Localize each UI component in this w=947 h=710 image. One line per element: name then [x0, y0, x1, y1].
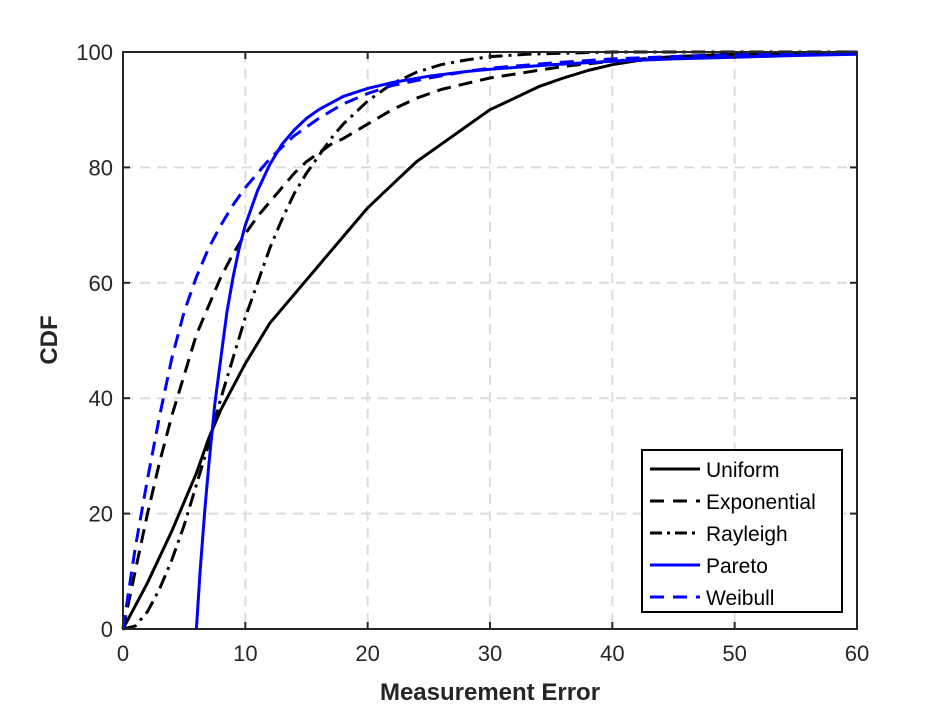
- x-tick-label: 30: [478, 641, 502, 666]
- axis-ticks: [122, 51, 858, 630]
- x-tick-label: 60: [845, 641, 869, 666]
- y-axis-label: CDF: [36, 315, 63, 364]
- legend-items: Uniform Exponential Rayleigh Pareto Weibull: [650, 459, 816, 610]
- y-tick-label: 20: [89, 502, 113, 527]
- y-tick-label: 40: [89, 386, 113, 411]
- x-axis-label: Measurement Error: [380, 679, 600, 706]
- legend-label-rayleigh: Rayleigh: [706, 523, 788, 546]
- y-tick-label: 100: [76, 40, 113, 65]
- axis-tick-labels: 0 10 20 30 40 50 60 0 20 40 60 80 100: [76, 40, 869, 666]
- y-tick-label: 0: [101, 617, 113, 642]
- series-line-weibull: [121, 50, 858, 630]
- legend-label-pareto: Pareto: [706, 555, 768, 578]
- legend-label-weibull: Weibull: [706, 587, 774, 610]
- series-line-pareto: [194, 52, 858, 630]
- series-line-exponential: [121, 50, 858, 630]
- y-tick-label: 60: [89, 271, 113, 296]
- x-tick-label: 20: [355, 641, 379, 666]
- legend-label-uniform: Uniform: [706, 459, 780, 482]
- x-tick-label: 50: [722, 641, 746, 666]
- legend: Uniform Exponential Rayleigh Pareto Weibull: [641, 449, 843, 613]
- series-line-rayleigh: [122, 50, 857, 631]
- legend-label-exponential: Exponential: [706, 491, 816, 514]
- legend-box: [641, 449, 843, 613]
- series-lines: [121, 50, 858, 631]
- x-tick-label: 10: [233, 641, 257, 666]
- y-tick-label: 80: [89, 155, 113, 180]
- x-tick-label: 0: [117, 641, 129, 666]
- x-tick-label: 40: [600, 641, 624, 666]
